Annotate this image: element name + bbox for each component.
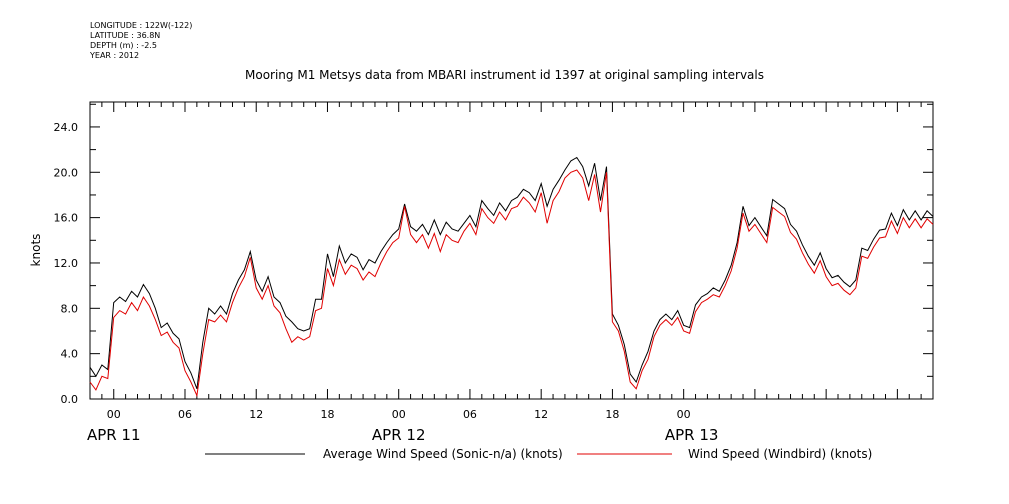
day-label: APR 12 [372,426,426,444]
x-tick-label: 00 [107,408,121,421]
x-axis: 00 06 12 18 00 06 12 18 00 APR 11 APR 12 APR 13 [87,102,922,444]
x-tick-label: 12 [534,408,548,421]
x-tick-label: 00 [677,408,691,421]
y-tick-label: 8.0 [61,302,79,315]
x-tick-label: 06 [178,408,192,421]
metadata-longitude: LONGITUDE : 122W(-122) [90,21,193,30]
y-tick-label: 16.0 [54,212,79,225]
day-label: APR 13 [665,426,719,444]
y-tick-label: 0.0 [61,393,79,406]
metadata-latitude: LATITUDE : 36.8N [90,31,161,40]
day-label: APR 11 [87,426,141,444]
x-tick-label: 12 [249,408,263,421]
x-tick-label: 18 [320,408,334,421]
legend-label-windbird: Wind Speed (Windbird) (knots) [688,447,873,461]
series-group [89,156,934,398]
metadata-header: LONGITUDE : 122W(-122) LATITUDE : 36.8N … [90,21,192,61]
series-windbird-line [89,169,934,398]
plot-frame [89,101,934,400]
x-tick-label: 18 [605,408,619,421]
y-axis: 0.0 4.0 8.0 12.0 16.0 20.0 24.0 [54,103,933,406]
y-tick-label: 12.0 [54,257,79,270]
metadata-year: YEAR : 2012 [90,51,140,60]
series-average-wind-speed-line [89,156,934,389]
y-tick-label: 20.0 [54,166,79,179]
y-tick-label: 4.0 [61,348,79,361]
y-axis-label: knots [29,234,43,267]
x-tick-label: 00 [392,408,406,421]
x-tick-label: 06 [463,408,477,421]
chart-title: Mooring M1 Metsys data from MBARI instru… [245,68,764,82]
metadata-depth: DEPTH (m) : -2.5 [90,41,157,50]
legend-label-average-wind-speed: Average Wind Speed (Sonic-n/a) (knots) [323,447,563,461]
y-tick-label: 24.0 [54,121,79,134]
